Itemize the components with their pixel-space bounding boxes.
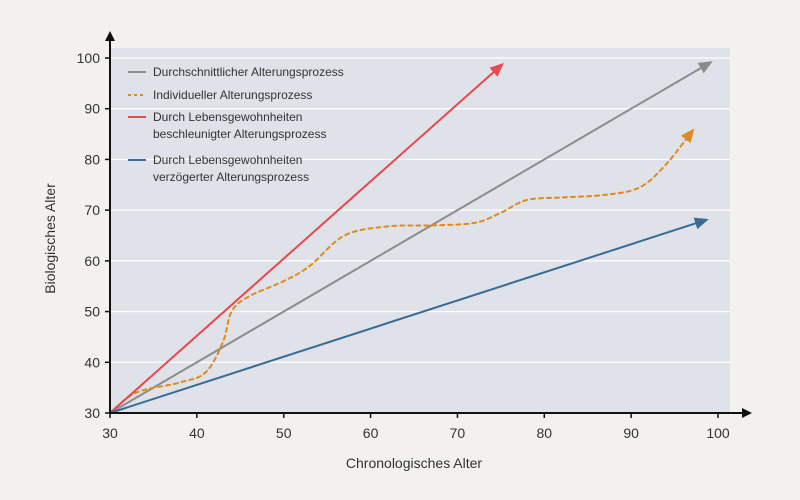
y-tick-label: 80 [84, 151, 100, 167]
x-tick-label: 100 [706, 425, 730, 441]
y-tick-label: 90 [84, 101, 100, 117]
y-tick-label: 100 [77, 50, 101, 66]
y-tick-label: 70 [84, 202, 100, 218]
y-axis-title: Biologisches Alter [42, 183, 58, 294]
y-tick-label: 40 [84, 354, 100, 370]
x-tick-label: 50 [276, 425, 292, 441]
y-tick-label: 60 [84, 253, 100, 269]
x-tick-label: 80 [536, 425, 552, 441]
x-tick-label: 70 [450, 425, 466, 441]
x-tick-label: 90 [623, 425, 639, 441]
legend-label-1: Individueller Alterungsprozess [153, 88, 312, 102]
y-tick-label: 50 [84, 304, 100, 320]
x-tick-label: 60 [363, 425, 379, 441]
series-layer [109, 61, 713, 414]
legend-label-3: Durch Lebensgewohnheiten [153, 153, 302, 167]
legend-label-3: verzögerter Alterungsprozess [153, 170, 309, 184]
axes [105, 31, 752, 418]
legend-label-2: Durch Lebensgewohnheiten [153, 110, 302, 124]
legend: Durchschnittlicher Alterungsprozess Indiv… [128, 65, 344, 184]
x-tick-label: 40 [189, 425, 205, 441]
series-line-3 [109, 217, 709, 414]
legend-label-2: beschleunigter Alterungsprozess [153, 127, 326, 141]
series-line-1 [109, 128, 695, 414]
tick-labels: 30 40 50 60 70 80 90 100 30 40 50 60 70 80 90 100 [77, 50, 730, 441]
y-tick-label: 30 [84, 405, 100, 421]
series-line-0 [109, 61, 713, 414]
legend-label-0: Durchschnittlicher Alterungsprozess [153, 65, 344, 79]
x-axis-title: Chronologisches Alter [346, 455, 483, 471]
x-tick-label: 30 [102, 425, 118, 441]
series-line-2 [109, 62, 504, 414]
